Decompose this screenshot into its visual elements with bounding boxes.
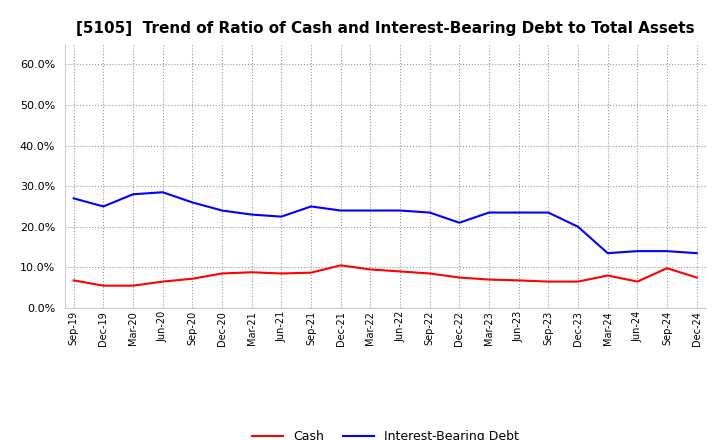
Cash	[217, 271, 226, 276]
Interest-Bearing Debt	[396, 208, 405, 213]
Line: Interest-Bearing Debt: Interest-Bearing Debt	[73, 192, 697, 253]
Cash	[603, 273, 612, 278]
Cash	[277, 271, 286, 276]
Interest-Bearing Debt	[514, 210, 523, 215]
Cash	[514, 278, 523, 283]
Cash	[662, 266, 671, 271]
Interest-Bearing Debt	[662, 249, 671, 254]
Cash	[366, 267, 374, 272]
Interest-Bearing Debt	[307, 204, 315, 209]
Interest-Bearing Debt	[574, 224, 582, 229]
Cash	[307, 270, 315, 275]
Title: [5105]  Trend of Ratio of Cash and Interest-Bearing Debt to Total Assets: [5105] Trend of Ratio of Cash and Intere…	[76, 21, 695, 36]
Cash	[455, 275, 464, 280]
Interest-Bearing Debt	[248, 212, 256, 217]
Interest-Bearing Debt	[633, 249, 642, 254]
Cash	[248, 270, 256, 275]
Cash	[633, 279, 642, 284]
Interest-Bearing Debt	[693, 250, 701, 256]
Interest-Bearing Debt	[158, 190, 167, 195]
Cash	[426, 271, 434, 276]
Cash	[693, 275, 701, 280]
Cash	[574, 279, 582, 284]
Interest-Bearing Debt	[99, 204, 108, 209]
Interest-Bearing Debt	[188, 200, 197, 205]
Interest-Bearing Debt	[603, 250, 612, 256]
Interest-Bearing Debt	[455, 220, 464, 225]
Cash	[69, 278, 78, 283]
Interest-Bearing Debt	[336, 208, 345, 213]
Interest-Bearing Debt	[69, 196, 78, 201]
Legend: Cash, Interest-Bearing Debt: Cash, Interest-Bearing Debt	[247, 425, 523, 440]
Cash	[158, 279, 167, 284]
Interest-Bearing Debt	[277, 214, 286, 219]
Cash	[544, 279, 553, 284]
Cash	[485, 277, 493, 282]
Cash	[129, 283, 138, 288]
Cash	[99, 283, 108, 288]
Cash	[188, 276, 197, 282]
Cash	[336, 263, 345, 268]
Interest-Bearing Debt	[366, 208, 374, 213]
Interest-Bearing Debt	[485, 210, 493, 215]
Interest-Bearing Debt	[426, 210, 434, 215]
Interest-Bearing Debt	[217, 208, 226, 213]
Interest-Bearing Debt	[129, 192, 138, 197]
Cash	[396, 269, 405, 274]
Interest-Bearing Debt	[544, 210, 553, 215]
Line: Cash: Cash	[73, 265, 697, 286]
